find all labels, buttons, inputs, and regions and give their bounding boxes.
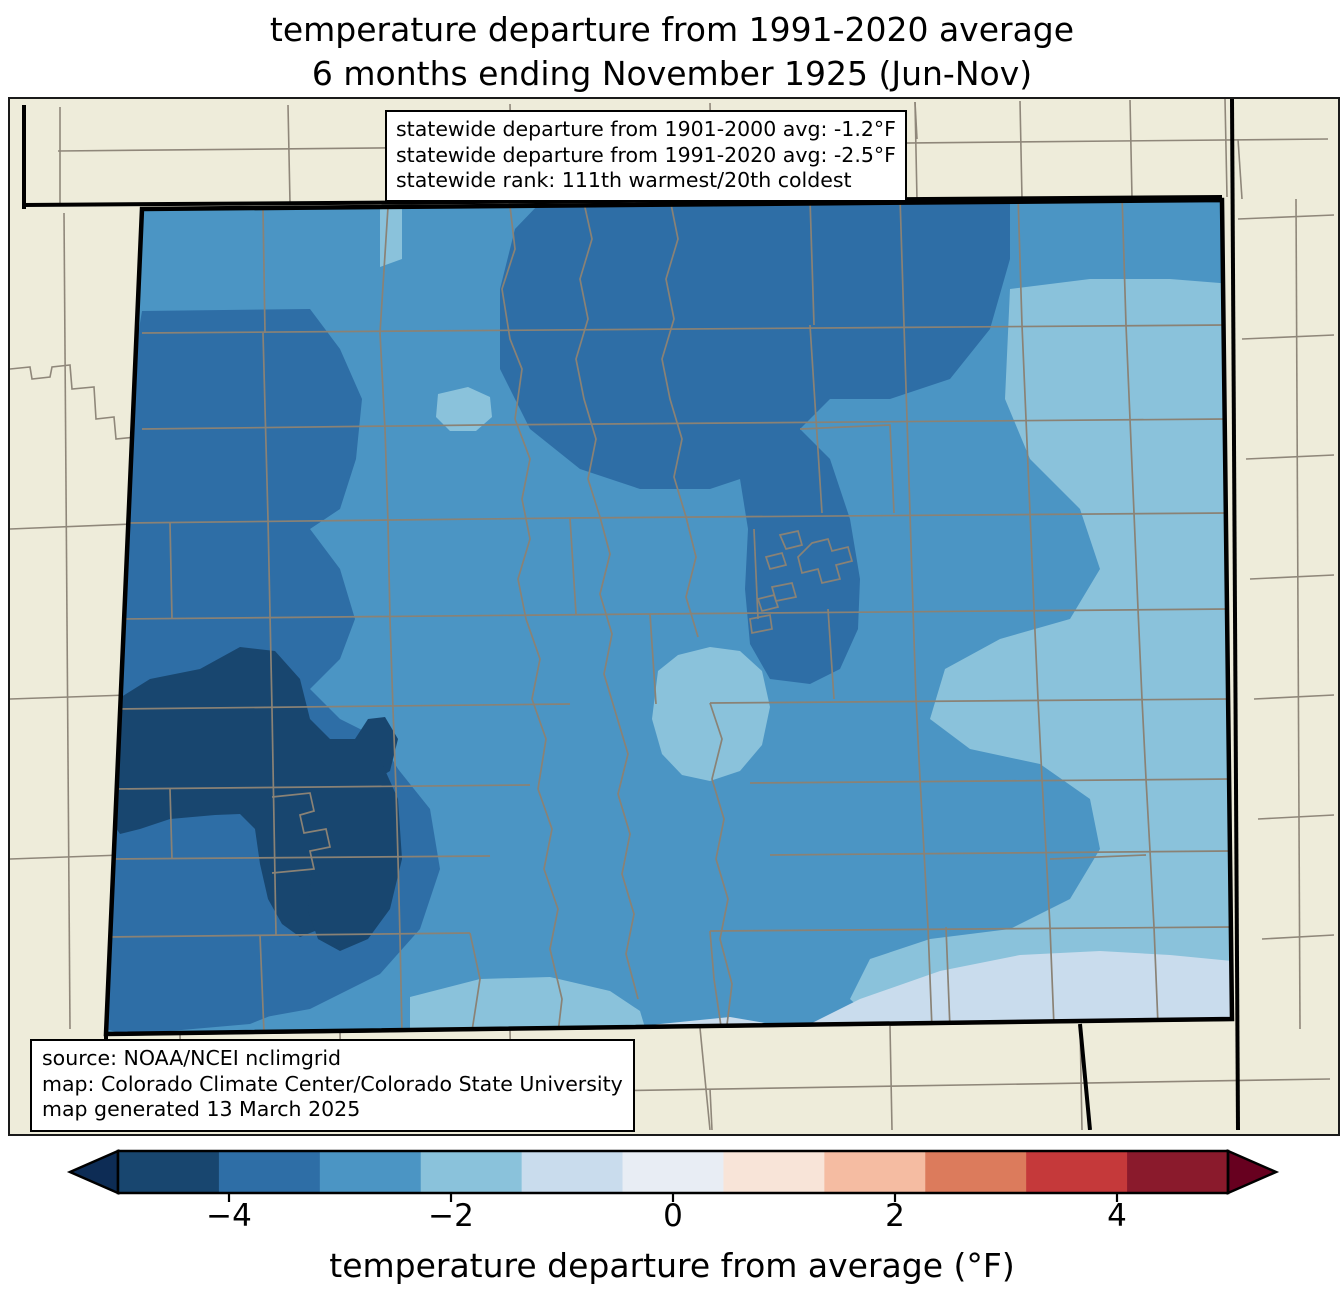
contour-band-minus2-east-dot (1184, 541, 1200, 557)
colorbar-under-arrow (66, 1149, 120, 1195)
temperature-contour-fill (106, 200, 1232, 1034)
title-line-1: temperature departure from 1991-2020 ave… (269, 10, 1075, 49)
colorado-county-lines (106, 200, 1232, 1034)
colorbar-tick-marks (227, 1193, 1119, 1202)
title-line-2: 6 months ending November 1925 (Jun-Nov) (311, 54, 1033, 93)
colorbar-tick-labels: −4 −2 0 2 4 (0, 1196, 1344, 1242)
colorbar-band (1127, 1151, 1229, 1193)
source-line: source: NOAA/NCEI nclimgrid (42, 1046, 342, 1070)
map-generated-line: map generated 13 March 2025 (42, 1097, 361, 1121)
map-svg (10, 99, 1334, 1130)
stat-departure-1991-2020: statewide departure from 1991-2020 avg: … (396, 142, 896, 167)
contour-band-minus5-prong (308, 744, 402, 951)
map-credit-line: map: Colorado Climate Center/Colorado St… (42, 1071, 623, 1096)
colorbar-band (925, 1151, 1027, 1193)
stat-departure-1901-2000: statewide departure from 1901-2000 avg: … (396, 117, 896, 141)
colorbar-tick-label: −4 (206, 1198, 252, 1234)
colorbar-band (420, 1151, 523, 1193)
colorbar-tick-label: 0 (663, 1198, 683, 1234)
contour-band-minus2-nw-corner (380, 205, 402, 267)
colorbar-band (824, 1151, 926, 1193)
map-canvas (8, 97, 1340, 1136)
page-title: temperature departure from 1991-2020 ave… (0, 8, 1344, 96)
contour-band-minus1-southeast (800, 951, 1232, 1033)
colorbar-band (218, 1151, 321, 1193)
contour-band-minus2-nw-pocket (436, 387, 492, 431)
contour-band-minus4-north (500, 200, 1010, 489)
colorbar-tick-label: −2 (428, 1198, 474, 1234)
colorbar-bands (66, 1149, 1280, 1195)
colorado-state-border (103, 197, 1235, 1037)
stat-statewide-rank: statewide rank: 111th warmest/20th colde… (396, 168, 852, 192)
colorbar-tick-label: 4 (1107, 1198, 1127, 1234)
colorbar-axis-label: temperature departure from average (°F) (329, 1246, 1015, 1285)
colorbar-svg (66, 1149, 1280, 1202)
colorbar-band (622, 1151, 725, 1193)
colorbar-band (118, 1151, 220, 1193)
contour-band-minus2-south-park (652, 647, 770, 781)
colorbar-tick-label: 2 (885, 1198, 905, 1234)
contour-band-minus2-east (850, 279, 1232, 1031)
colorbar-band (319, 1151, 422, 1193)
source-credits-box: source: NOAA/NCEI nclimgrid map: Colorad… (30, 1039, 635, 1132)
contour-band-minus2-south (410, 977, 646, 1033)
colorbar-over-arrow (1226, 1149, 1280, 1195)
colorbar (0, 1143, 1344, 1203)
colorbar-band (1026, 1151, 1128, 1193)
colorbar-band (521, 1151, 624, 1193)
statewide-stats-box: statewide departure from 1901-2000 avg: … (385, 110, 907, 202)
colorbar-band (723, 1151, 825, 1193)
